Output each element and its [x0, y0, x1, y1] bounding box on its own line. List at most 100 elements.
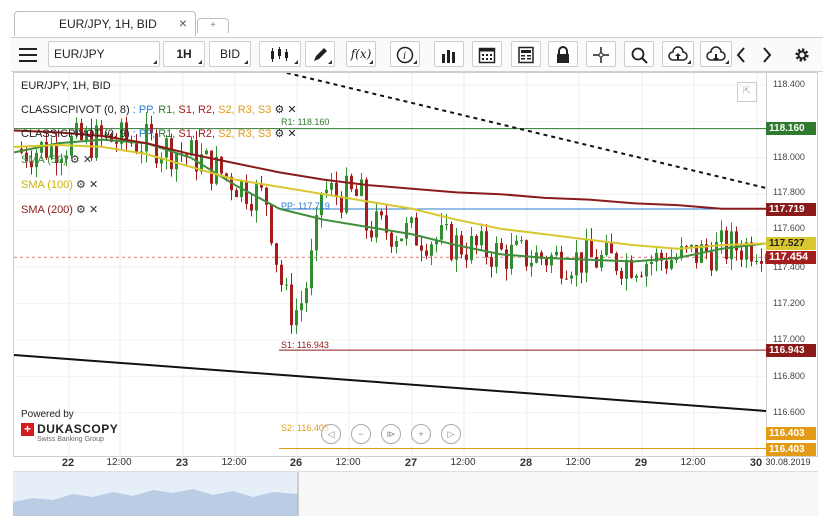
close-tab-icon[interactable]: ×: [178, 15, 187, 31]
candle-body: [545, 258, 548, 266]
reset-zoom-icon[interactable]: ⧐: [381, 424, 401, 444]
candle-body: [540, 252, 543, 259]
settings-button[interactable]: [791, 41, 813, 67]
download-button[interactable]: [700, 41, 732, 67]
sma100-line: [14, 144, 767, 250]
candle-body: [720, 230, 723, 243]
candle-body: [410, 217, 413, 224]
candle-body: [550, 255, 553, 266]
chart-canvas[interactable]: [14, 73, 819, 458]
zoom-out-icon[interactable]: −: [351, 424, 371, 444]
pivot-r2: R2,: [197, 104, 216, 116]
x-tick: 29: [634, 457, 648, 469]
x-tick: 12:00: [106, 457, 132, 468]
close-icon[interactable]: ✕: [88, 204, 99, 216]
calendar-button[interactable]: [472, 41, 502, 67]
templates-button[interactable]: [511, 41, 541, 67]
candle-body: [275, 243, 278, 265]
pivot-s2: S2,: [218, 128, 235, 140]
scroll-forward-icon[interactable]: ▷: [441, 424, 461, 444]
close-icon[interactable]: ✕: [82, 154, 93, 166]
zoom-in-icon[interactable]: +: [411, 424, 431, 444]
indicators-button[interactable]: f(x): [346, 41, 376, 67]
lock-icon: [557, 46, 569, 63]
candle-body: [375, 211, 378, 238]
pivot-name: CLASSICPIVOT: [21, 128, 101, 140]
candle-body: [315, 215, 318, 251]
candle-body: [55, 143, 58, 164]
candle-body: [655, 252, 658, 262]
trend-lines[interactable]: [14, 73, 767, 412]
new-tab-button[interactable]: +: [197, 18, 229, 33]
candle-body: [220, 156, 223, 174]
candle-body: [575, 252, 578, 276]
pivot-r1: R1,: [158, 128, 176, 140]
sma200-label: SMA (200): [21, 204, 73, 216]
info-button[interactable]: i: [390, 41, 420, 67]
maximize-icon[interactable]: ⇱: [737, 82, 757, 102]
close-icon[interactable]: ✕: [287, 104, 297, 116]
candle-body: [585, 239, 588, 273]
close-icon[interactable]: ✕: [88, 179, 99, 191]
chart-type-button[interactable]: [259, 41, 301, 67]
sma100-legend[interactable]: SMA (100) ⚙ ✕: [21, 178, 98, 191]
scroll-left-button[interactable]: [731, 41, 751, 67]
pivot-name: CLASSICPIVOT: [21, 104, 101, 116]
candle-body: [455, 235, 458, 260]
crosshair-button[interactable]: [586, 41, 616, 67]
candle-body: [460, 235, 463, 255]
navigator[interactable]: [13, 471, 818, 516]
chart-title: EUR/JPY, 1H, BID: [21, 80, 111, 92]
volume-button[interactable]: [434, 41, 464, 67]
chart-tab[interactable]: EUR/JPY, 1H, BID ×: [14, 11, 196, 36]
pivot-r2: R2,: [197, 128, 216, 140]
candle-body: [285, 284, 288, 286]
scroll-back-icon[interactable]: ◁: [321, 424, 341, 444]
candle-body: [620, 270, 623, 279]
draw-button[interactable]: [305, 41, 335, 67]
pivot-legend-2[interactable]: CLASSICPIVOT (0, 9) : PP, R1, S1, R2, S2…: [21, 127, 297, 140]
scroll-right-button[interactable]: [757, 41, 777, 67]
x-tick-date: 30.08.2019: [765, 457, 811, 467]
zoom-button[interactable]: [624, 41, 654, 67]
close-icon[interactable]: ✕: [287, 128, 297, 140]
gear-icon[interactable]: ⚙: [69, 154, 80, 166]
pivot-r3: R3,: [237, 128, 255, 140]
side-select[interactable]: BID: [209, 41, 251, 67]
candle-body: [75, 122, 78, 136]
x-tick: 12:00: [680, 457, 706, 468]
gear-icon[interactable]: ⚙: [76, 204, 86, 216]
gear-icon[interactable]: ⚙: [274, 104, 285, 116]
period-select[interactable]: 1H: [163, 41, 205, 67]
lock-button[interactable]: [548, 41, 578, 67]
upload-button[interactable]: [662, 41, 694, 67]
candle-body: [650, 261, 653, 265]
chevron-left-icon: [736, 47, 745, 63]
candle-body: [600, 254, 603, 268]
chart-area[interactable]: ⇱: [13, 72, 819, 458]
powered-by-label: Powered by: [21, 409, 74, 420]
candle-body: [200, 154, 203, 172]
pivot-legend-1[interactable]: CLASSICPIVOT (0, 8) : PP, R1, S1, R2, S2…: [21, 103, 297, 116]
info-icon: i: [396, 46, 414, 64]
candle-body: [30, 161, 33, 168]
candle-body: [145, 123, 148, 152]
candle-body: [210, 150, 213, 184]
candle-body: [25, 152, 28, 162]
candle-body: [225, 173, 228, 177]
candle-body: [595, 256, 598, 268]
candle-body: [675, 258, 678, 261]
gear-icon[interactable]: ⚙: [76, 179, 86, 191]
sma200-legend[interactable]: SMA (200) ⚙ ✕: [21, 203, 98, 216]
candle-body: [295, 310, 298, 326]
gear-icon[interactable]: ⚙: [274, 128, 285, 140]
cloud-download-icon: [706, 46, 726, 61]
menu-icon[interactable]: [15, 41, 43, 67]
candle-body: [80, 122, 83, 141]
sma50-label: SMA (50): [21, 154, 67, 166]
instrument-select[interactable]: EUR/JPY: [48, 41, 160, 67]
candle-body: [640, 275, 643, 277]
sma50-legend[interactable]: SMA (50) ⚙ ✕: [21, 153, 92, 166]
candle-body: [510, 244, 513, 269]
s2-price-tag: 116.403: [766, 427, 816, 440]
